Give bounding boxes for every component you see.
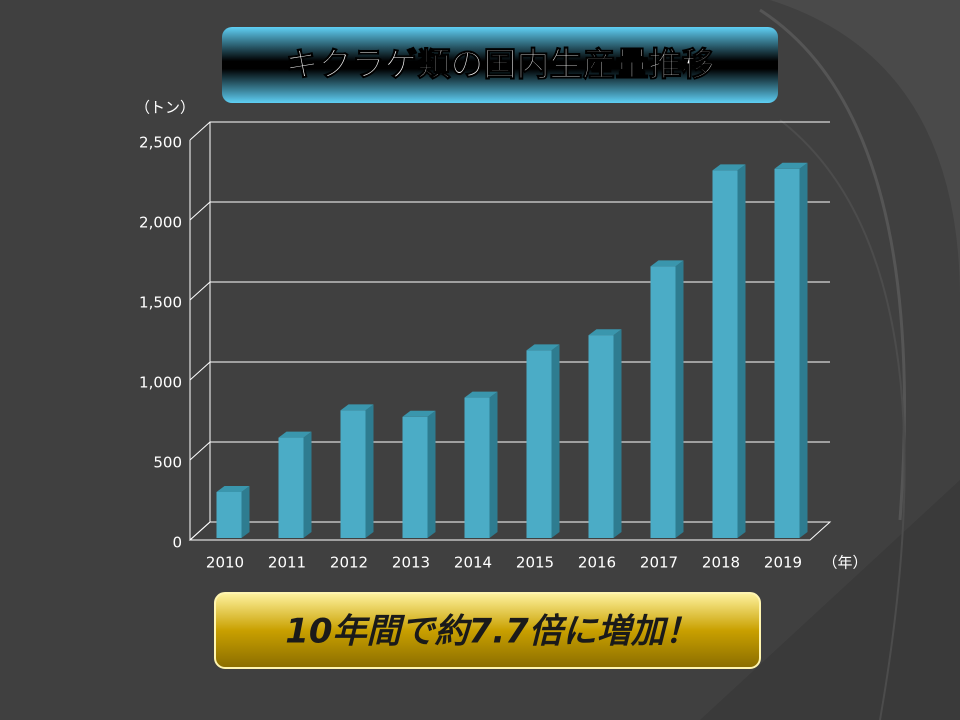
y-tick-label: 0 (172, 534, 182, 552)
chart-title: キクラゲ類の国内生産量推移 (286, 45, 715, 84)
y-axis-label: （トン） (135, 99, 195, 117)
y-tick-label: 500 (153, 454, 182, 472)
bar (774, 162, 808, 539)
x-tick-label: 2018 (702, 554, 740, 572)
x-tick-label: 2011 (268, 554, 306, 572)
bar (712, 164, 746, 538)
bar (278, 431, 312, 538)
x-tick-label: 2019 (764, 554, 802, 572)
bar-front (278, 437, 304, 538)
x-tick-label: 2012 (330, 554, 368, 572)
bar-front (464, 397, 490, 538)
bar-front (340, 410, 366, 538)
bar (526, 344, 560, 538)
bar-side (799, 162, 808, 539)
bar-front (526, 350, 552, 538)
bar-side (675, 260, 684, 538)
bar-front (588, 335, 614, 538)
grid-line (189, 521, 830, 541)
bar-top (278, 431, 312, 438)
annotation: 10年間で約7.7倍に増加！ (285, 612, 699, 652)
x-tick-label: 2010 (206, 554, 244, 572)
bar-side (427, 410, 436, 538)
grid-line (189, 441, 830, 461)
grid-line (189, 201, 830, 221)
x-tick-label: 2017 (640, 554, 678, 572)
x-tick-label: 2014 (454, 554, 492, 572)
bar-top (712, 164, 746, 171)
bar-front (402, 416, 428, 538)
y-tick-label: 2,500 (139, 134, 182, 152)
bar-side (489, 391, 498, 538)
bar (340, 404, 374, 538)
background-decoration (700, 0, 960, 720)
bar-top (402, 410, 436, 417)
bar (216, 486, 250, 538)
bar-front (712, 170, 738, 538)
bar-side (737, 164, 746, 538)
x-tick-label: 2013 (392, 554, 430, 572)
bar-side (613, 329, 622, 538)
x-tick-label: 2015 (516, 554, 554, 572)
y-tick-label: 2,000 (139, 214, 182, 232)
bar (650, 260, 684, 538)
grid-line (189, 121, 830, 141)
bar-top (216, 486, 250, 492)
bar-front (774, 168, 800, 539)
bar-front (650, 266, 676, 538)
bar-side (241, 486, 250, 538)
y-tick-label: 1,000 (139, 374, 182, 392)
title-box (222, 27, 778, 103)
bar-top (650, 260, 684, 267)
bar (464, 391, 498, 538)
grid-line (189, 361, 830, 381)
bar-top (340, 404, 374, 411)
bar-top (464, 391, 498, 398)
bar-top (774, 162, 808, 169)
bar-side (551, 344, 560, 538)
x-tick-label: 2016 (578, 554, 616, 572)
bar-side (365, 404, 374, 538)
grid-line (189, 281, 830, 301)
annotation-box (214, 592, 761, 669)
bar-top (588, 329, 622, 336)
bar (588, 329, 622, 538)
bar-front (216, 492, 242, 538)
y-tick-label: 1,500 (139, 294, 182, 312)
bar (402, 410, 436, 538)
bar-top (526, 344, 560, 351)
bar-side (303, 431, 312, 538)
x-axis-label: （年） (822, 554, 867, 572)
